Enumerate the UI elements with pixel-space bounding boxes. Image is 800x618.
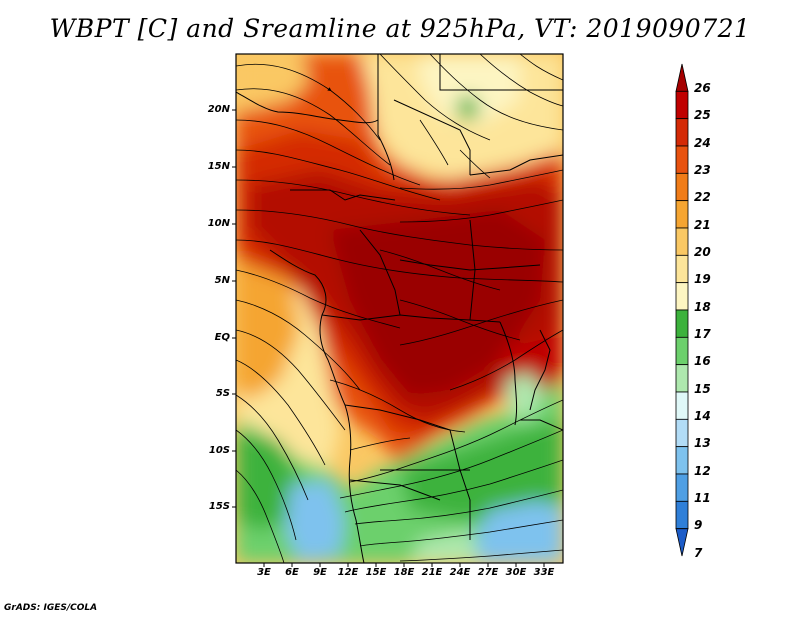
colorbar-swatch — [675, 282, 689, 311]
lat-ticks — [232, 109, 236, 508]
colorbar-swatch — [675, 446, 689, 475]
colorbar-swatch — [675, 63, 689, 92]
credit-text: GrADS: IGES/COLA — [4, 603, 98, 613]
map-title: WBPT [C] and Sreamline at 925hPa, VT: 20… — [49, 14, 751, 43]
lat-label-15s: 15S — [208, 501, 230, 512]
lon-label-6e: 6E — [285, 567, 299, 578]
colorbar-label: 23 — [694, 163, 711, 177]
colorbar-label: 14 — [694, 409, 711, 423]
colorbar-swatch — [675, 200, 689, 229]
map-frame — [235, 53, 564, 564]
lon-label-3e: 3E — [257, 567, 271, 578]
colorbar-label: 20 — [694, 245, 711, 259]
lat-label-10s: 10S — [208, 445, 230, 456]
lat-label-5s: 5S — [215, 388, 230, 399]
colorbar — [675, 63, 689, 557]
lon-label-12e: 12E — [337, 567, 359, 578]
colorbar-label: 19 — [694, 272, 711, 287]
wbpt-field — [236, 54, 563, 563]
lon-label-27e: 27E — [477, 567, 499, 578]
lon-label-18e: 18E — [393, 567, 415, 578]
lon-label-21e: 21E — [421, 567, 443, 578]
colorbar-label: 18 — [694, 299, 711, 314]
colorbar-swatch — [675, 364, 689, 393]
lat-label-eq: EQ — [214, 332, 230, 343]
lon-label-9e: 9E — [313, 567, 327, 578]
lon-label-33e: 33E — [533, 567, 555, 578]
colorbar-swatch — [675, 528, 689, 557]
colorbar-label: 12 — [694, 463, 711, 478]
colorbar-label: 16 — [694, 354, 711, 369]
colorbar-label: 24 — [694, 135, 711, 150]
colorbar-swatch — [675, 309, 689, 338]
colorbar-swatch — [675, 473, 689, 502]
colorbar-swatch — [675, 145, 689, 174]
colorbar-swatch — [675, 418, 689, 448]
colorbar-swatch — [675, 118, 689, 147]
colorbar-label: 13 — [694, 436, 711, 451]
lon-label-24e: 24E — [449, 567, 471, 578]
colorbar-label: 26 — [694, 81, 711, 95]
colorbar-swatch — [675, 391, 689, 420]
colorbar-swatch — [675, 254, 689, 284]
colorbar-swatch — [675, 90, 689, 120]
colorbar-label: 17 — [694, 327, 711, 341]
colorbar-label: 15 — [694, 381, 711, 396]
colorbar-swatch — [675, 500, 689, 530]
colorbar-label: 11 — [694, 491, 711, 505]
colorbar-swatch — [675, 336, 689, 366]
colorbar-label: 22 — [694, 190, 711, 205]
colorbar-label: 25 — [694, 108, 711, 123]
lon-label-30e: 30E — [505, 567, 527, 578]
colorbar-swatch — [675, 227, 689, 256]
colorbar-label: 9 — [694, 518, 703, 533]
colorbar-label: 21 — [694, 217, 711, 232]
colorbar-swatch — [675, 172, 689, 202]
lat-label-5n: 5N — [214, 275, 230, 286]
lat-label-15n: 15N — [207, 161, 230, 172]
lat-label-20n: 20N — [207, 104, 230, 115]
lon-ticks — [263, 563, 545, 567]
lon-label-15e: 15E — [365, 567, 387, 578]
lat-label-10n: 10N — [207, 218, 230, 229]
colorbar-label: 7 — [694, 545, 703, 560]
